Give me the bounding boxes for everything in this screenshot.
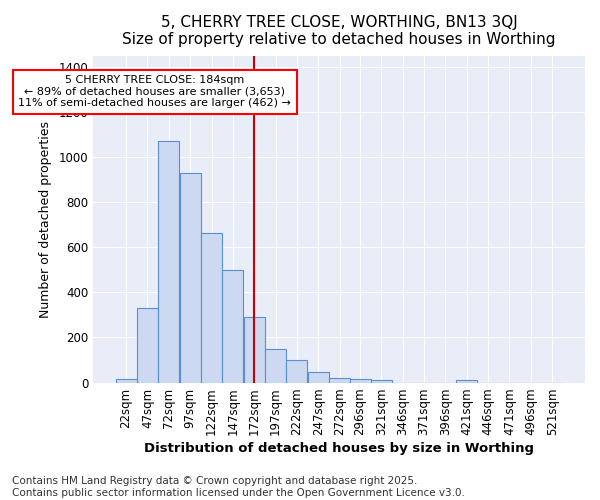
X-axis label: Distribution of detached houses by size in Worthing: Distribution of detached houses by size … xyxy=(144,442,534,455)
Bar xyxy=(265,348,286,382)
Bar xyxy=(244,317,265,382)
Bar xyxy=(350,379,371,382)
Text: 5 CHERRY TREE CLOSE: 184sqm
← 89% of detached houses are smaller (3,653)
11% of : 5 CHERRY TREE CLOSE: 184sqm ← 89% of det… xyxy=(19,75,291,108)
Bar xyxy=(116,378,137,382)
Bar xyxy=(457,380,477,382)
Bar xyxy=(329,378,350,382)
Bar xyxy=(223,270,244,382)
Bar xyxy=(371,380,392,382)
Bar xyxy=(308,372,329,382)
Bar xyxy=(201,232,222,382)
Bar xyxy=(158,141,179,382)
Bar xyxy=(137,308,158,382)
Text: Contains HM Land Registry data © Crown copyright and database right 2025.
Contai: Contains HM Land Registry data © Crown c… xyxy=(12,476,465,498)
Title: 5, CHERRY TREE CLOSE, WORTHING, BN13 3QJ
Size of property relative to detached h: 5, CHERRY TREE CLOSE, WORTHING, BN13 3QJ… xyxy=(122,15,556,48)
Bar xyxy=(286,360,307,382)
Bar xyxy=(180,173,200,382)
Y-axis label: Number of detached properties: Number of detached properties xyxy=(39,120,52,318)
